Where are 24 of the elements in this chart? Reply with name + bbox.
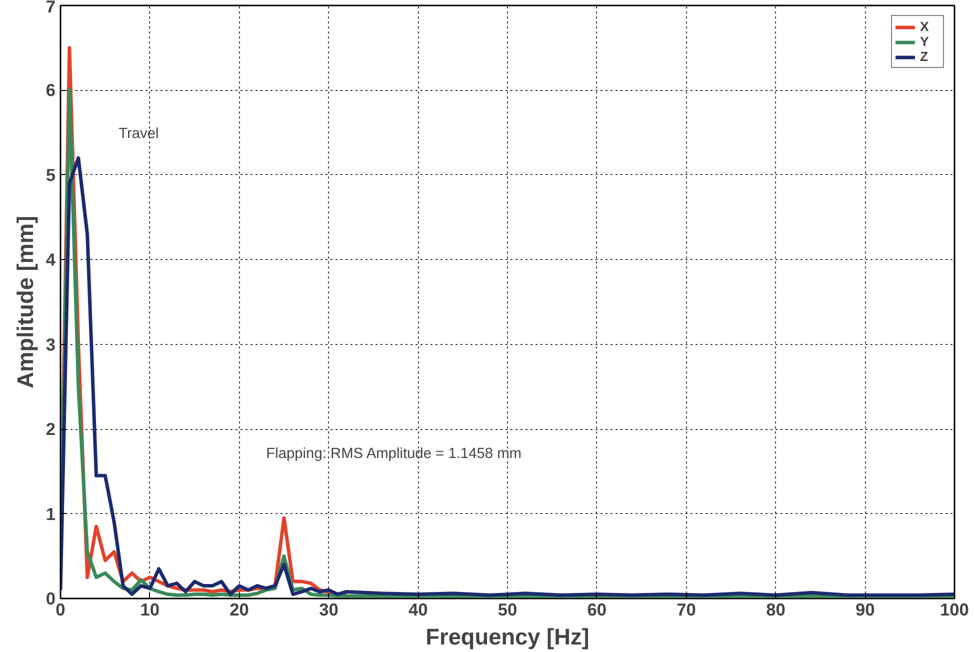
- y-tick-label: 6: [46, 80, 56, 100]
- legend-label: Z: [920, 49, 930, 64]
- annotation: Flapping: RMS Amplitude = 1.1458 mm: [266, 446, 522, 462]
- x-tick-label: 90: [855, 600, 875, 620]
- legend-label: Y: [920, 34, 930, 49]
- x-tick-label: 70: [676, 600, 696, 620]
- y-tick-label: 2: [46, 419, 56, 440]
- legend-label: X: [920, 19, 930, 34]
- y-axis-title: Amplitude [mm]: [12, 216, 38, 388]
- x-tick-label: 30: [319, 600, 338, 620]
- x-tick-label: 50: [498, 600, 518, 620]
- y-tick-label: 4: [46, 250, 56, 270]
- y-tick-label: 5: [46, 164, 56, 185]
- y-tick-label: 3: [46, 334, 56, 354]
- x-tick-label: 80: [766, 600, 786, 620]
- x-axis-title: Frequency [Hz]: [426, 624, 590, 650]
- y-tick-label: 7: [46, 0, 56, 16]
- x-tick-label: 10: [140, 600, 160, 620]
- annotation: Travel: [118, 126, 159, 142]
- y-tick-label: 1: [46, 504, 56, 524]
- x-tick-label: 20: [230, 600, 249, 620]
- x-tick-label: 40: [408, 600, 428, 620]
- x-tick-label: 100: [940, 600, 969, 620]
- x-tick-label: 60: [587, 600, 607, 620]
